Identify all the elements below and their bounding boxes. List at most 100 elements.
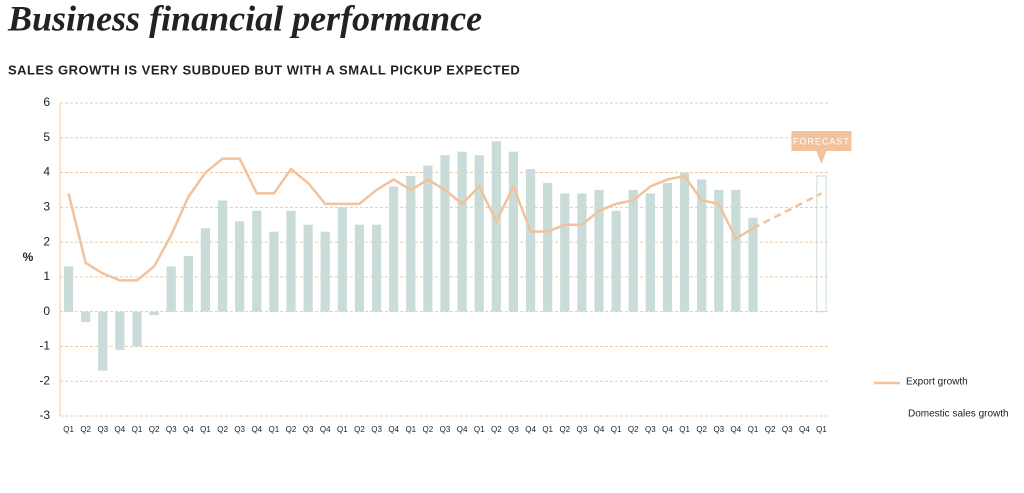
- bar: [149, 311, 159, 316]
- legend-label: Export growth: [906, 377, 968, 388]
- bar: [457, 151, 467, 312]
- x-tick-label: Q2: [765, 425, 776, 434]
- x-tick-label: Q4: [457, 425, 468, 434]
- bar: [269, 231, 279, 312]
- y-axis-label: %: [23, 250, 34, 264]
- x-tick-label: Q1: [405, 425, 416, 434]
- x-tick-label: Q2: [354, 425, 365, 434]
- bar: [560, 193, 570, 312]
- x-tick-label: Q3: [303, 425, 314, 434]
- x-tick-label: Q1: [542, 425, 553, 434]
- bar: [320, 231, 330, 312]
- x-tick-label: Q2: [217, 425, 228, 434]
- x-tick-label: Q4: [594, 425, 605, 434]
- x-tick-label: Q1: [132, 425, 143, 434]
- bar: [200, 228, 211, 312]
- bar: [115, 311, 125, 350]
- bar: [491, 141, 501, 312]
- x-tick-label: Q3: [166, 425, 177, 434]
- x-tick-label: Q4: [115, 425, 126, 434]
- x-tick-label: Q1: [474, 425, 485, 434]
- x-tick-label: Q3: [645, 425, 656, 434]
- x-tick-label: Q2: [696, 425, 707, 434]
- x-tick-label: Q3: [371, 425, 382, 434]
- x-tick-label: Q1: [679, 425, 690, 434]
- x-tick-label: Q1: [337, 425, 348, 434]
- x-tick-label: Q2: [149, 425, 160, 434]
- x-tick-label: Q4: [388, 425, 399, 434]
- bar: [508, 151, 519, 312]
- x-tick-label: Q2: [423, 425, 434, 434]
- bar: [577, 193, 587, 312]
- bar: [63, 266, 74, 312]
- x-tick-label: Q2: [286, 425, 297, 434]
- bar: [389, 186, 399, 312]
- x-tick-label: Q1: [748, 425, 759, 434]
- bar: [594, 189, 604, 312]
- bar: [303, 224, 313, 312]
- bar: [543, 182, 553, 312]
- legend-label: Domestic sales growth: [908, 409, 1009, 420]
- x-tick-label: Q2: [491, 425, 502, 434]
- bar: [714, 189, 724, 312]
- bar: [371, 224, 382, 312]
- y-tick-label: 2: [43, 234, 50, 248]
- bar: [423, 165, 433, 312]
- chart-subtitle: SALES GROWTH IS VERY SUBDUED BUT WITH A …: [8, 62, 520, 77]
- bar: [337, 207, 347, 312]
- bar: [286, 210, 296, 312]
- bar: [731, 189, 741, 312]
- y-tick-label: -3: [39, 408, 50, 422]
- bar: [611, 210, 621, 312]
- annotation-box: [791, 131, 852, 151]
- y-tick-label: 3: [43, 200, 50, 214]
- x-tick-label: Q1: [63, 425, 74, 434]
- x-tick-label: Q2: [559, 425, 570, 434]
- bar: [679, 172, 690, 312]
- y-tick-label: 0: [43, 304, 50, 318]
- chart-title: Business financial performance: [7, 0, 482, 38]
- annotation-pointer: [816, 151, 827, 164]
- bar: [440, 155, 450, 312]
- bar: [252, 210, 262, 312]
- forecast-line: [752, 192, 823, 230]
- bar: [132, 311, 142, 347]
- bar: [217, 200, 228, 312]
- bar: [474, 155, 484, 312]
- bar: [354, 224, 365, 312]
- x-tick-label: Q2: [80, 425, 91, 434]
- line: [67, 157, 754, 282]
- annotation: FORECAST: [793, 136, 850, 146]
- bar: [235, 221, 245, 312]
- x-tick-label: Q3: [440, 425, 451, 434]
- y-tick-label: -1: [39, 339, 50, 353]
- x-tick-label: Q4: [320, 425, 331, 434]
- bar: [98, 311, 108, 371]
- bar: [525, 169, 536, 312]
- x-tick-label: Q3: [782, 425, 793, 434]
- x-tick-label: Q3: [97, 425, 108, 434]
- bar: [645, 193, 655, 312]
- y-tick-label: -2: [39, 373, 50, 387]
- x-tick-label: Q3: [508, 425, 519, 434]
- x-tick-label: Q4: [799, 425, 810, 434]
- bar: [662, 182, 673, 312]
- bar: [816, 175, 827, 313]
- x-tick-label: Q2: [628, 425, 639, 434]
- y-tick-label: 1: [43, 269, 50, 283]
- y-tick-label: 6: [43, 95, 50, 109]
- x-tick-label: Q1: [816, 425, 827, 434]
- x-tick-label: Q4: [662, 425, 673, 434]
- bar: [697, 179, 707, 312]
- bar: [183, 256, 193, 312]
- x-tick-label: Q1: [269, 425, 280, 434]
- x-tick-label: Q4: [525, 425, 536, 434]
- x-tick-label: Q4: [731, 425, 742, 434]
- x-tick-label: Q3: [234, 425, 245, 434]
- bar: [81, 311, 91, 323]
- x-tick-label: Q4: [183, 425, 194, 434]
- bar: [748, 217, 758, 312]
- x-tick-label: Q1: [200, 425, 211, 434]
- x-tick-label: Q1: [611, 425, 622, 434]
